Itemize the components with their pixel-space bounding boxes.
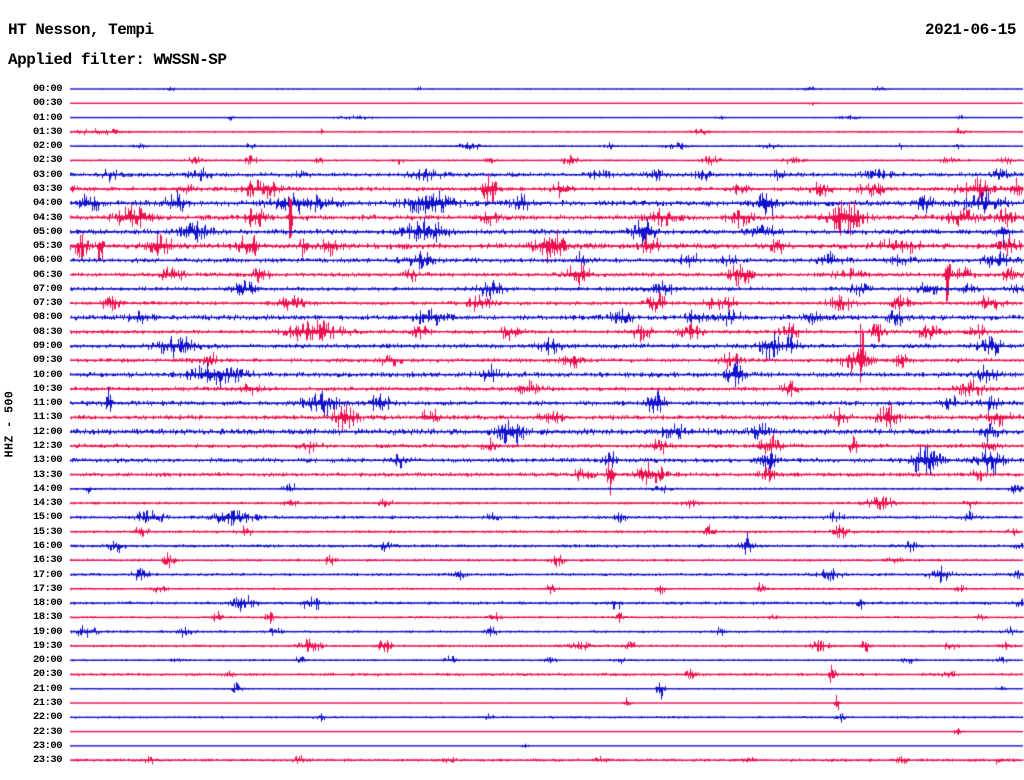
time-label: 23:30 [32,754,63,767]
time-label: 03:00 [32,168,63,181]
time-label: 11:30 [32,411,63,424]
time-label: 09:30 [32,354,63,367]
time-label: 20:00 [32,654,63,667]
time-label: 05:30 [32,240,63,253]
time-axis: 00:00 00:30 01:00 01:30 02:00 02:30 03:00 03:30… [0,0,64,780]
time-label: 12:30 [32,440,63,452]
time-label: 02:30 [32,154,63,167]
time-label: 18:30 [32,611,63,624]
time-label: 13:00 [32,454,63,467]
time-label: 18:00 [32,597,63,610]
time-label: 20:30 [32,668,63,681]
time-label: 13:30 [32,468,63,481]
time-label: 01:30 [32,125,63,138]
time-label: 19:30 [32,639,63,652]
time-label: 15:30 [32,525,63,538]
time-label: 17:30 [32,582,63,595]
time-label: 10:00 [32,368,63,381]
time-label: 12:00 [32,425,63,438]
time-label: 21:30 [32,697,63,710]
time-label: 08:00 [32,311,63,324]
time-label: 06:00 [32,254,63,267]
time-label: 04:30 [32,211,63,224]
time-label: 00:00 [32,83,63,95]
time-label: 07:30 [32,297,63,310]
time-label: 08:30 [32,325,63,338]
time-label: 19:00 [32,625,63,638]
time-label: 22:00 [32,711,63,724]
time-label: 16:00 [32,539,63,552]
time-label: 22:30 [32,725,63,738]
time-label: 14:30 [32,497,63,510]
time-label: 16:30 [32,554,63,567]
time-label: 00:30 [32,97,63,110]
time-label: 10:30 [32,382,63,395]
time-label: 21:00 [32,682,63,695]
time-label: 07:00 [32,282,63,295]
time-label: 15:00 [32,511,63,524]
time-label: 09:00 [32,340,63,353]
time-label: 11:00 [32,397,63,410]
time-label: 02:00 [32,140,63,153]
time-label: 06:30 [32,268,63,281]
time-label: 03:30 [32,182,63,195]
time-label: 05:00 [32,225,63,238]
time-label: 04:00 [32,197,63,210]
time-label: 17:00 [32,568,63,581]
time-label: 01:00 [32,111,63,124]
time-label: 23:00 [32,739,63,752]
time-label: 14:00 [32,482,63,495]
